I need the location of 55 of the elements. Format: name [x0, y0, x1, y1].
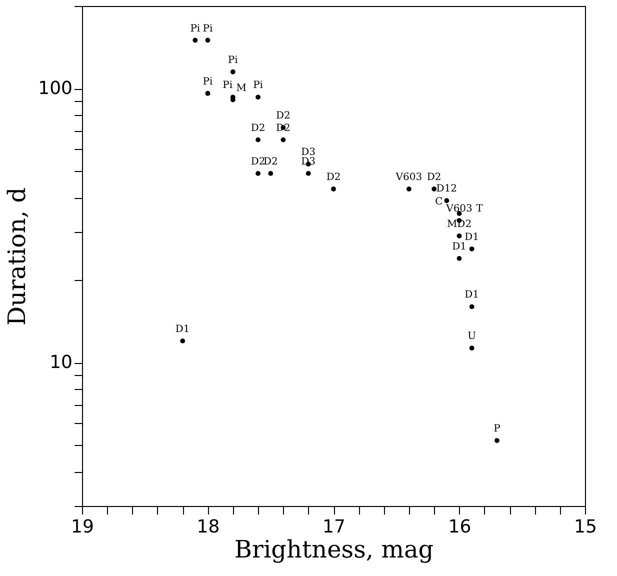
annotation: D2 [263, 156, 278, 168]
point [256, 94, 260, 100]
annotation: D2 [276, 110, 290, 122]
point [205, 38, 210, 43]
annotation: Pi [202, 76, 213, 88]
point [256, 137, 260, 142]
annotation: D1 [464, 290, 480, 301]
annotation: Pi [253, 80, 264, 92]
annotation: Pi [202, 23, 213, 34]
y-tick-label: 10 [50, 352, 72, 374]
point [469, 346, 474, 351]
x-tick-label: 16 [448, 516, 472, 538]
annotation: Pi [222, 80, 233, 92]
annotation: V603 [394, 172, 422, 184]
annotation: D3 [301, 147, 316, 158]
annotation: M [236, 82, 247, 94]
x-tick-label: 18 [196, 516, 220, 538]
annotation: D2 [426, 172, 442, 184]
x-tick-label: 19 [71, 516, 94, 538]
point [180, 338, 186, 344]
annotation: D2 [326, 172, 341, 184]
point [456, 233, 462, 238]
point [192, 38, 198, 43]
point [268, 171, 274, 176]
point [469, 304, 474, 310]
point [331, 186, 336, 192]
annotation: D1 [452, 241, 466, 252]
y-tick-label: 100 [38, 78, 72, 100]
annotation: P [494, 424, 501, 435]
annotation: D1 [464, 232, 480, 243]
annotation: D1 [175, 324, 190, 335]
annotation: Pi [190, 23, 200, 34]
point [494, 438, 500, 443]
point [256, 171, 260, 176]
y-axis-title: Duration, d [3, 187, 32, 326]
x-axis-title: Brightness, mag [234, 536, 434, 564]
annotation: D2 [250, 122, 266, 134]
point [230, 69, 236, 74]
annotation: V603 [445, 204, 472, 215]
point [432, 186, 437, 192]
point [280, 137, 286, 142]
point [444, 198, 450, 204]
annotation: Pi [228, 54, 238, 66]
x-tick-label: 15 [574, 516, 597, 538]
point [205, 90, 210, 96]
annotation: D12 [436, 184, 458, 195]
point [456, 256, 462, 261]
x-tick-label: 17 [322, 516, 346, 538]
point [469, 246, 474, 252]
annotation: C [435, 196, 444, 208]
annotation: T [476, 204, 484, 215]
annotation: U [468, 331, 476, 342]
point [406, 186, 412, 192]
annotation: D2 [250, 156, 266, 168]
point [306, 171, 311, 176]
